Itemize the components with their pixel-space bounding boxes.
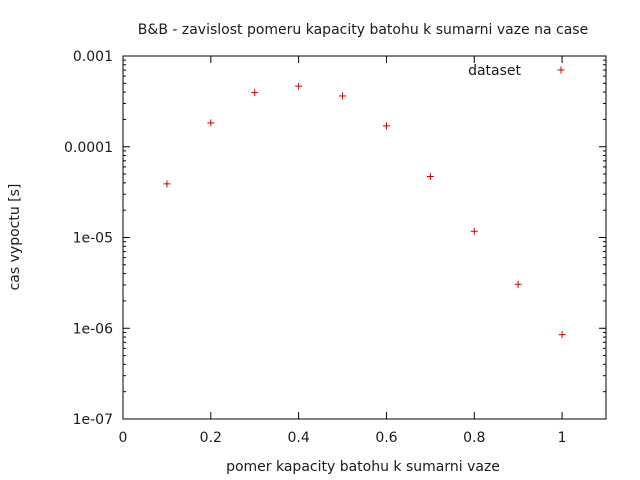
data-point — [470, 227, 478, 235]
x-axis-label: pomer kapacity batohu k sumarni vaze — [226, 459, 500, 475]
data-point — [251, 89, 259, 97]
y-tick-label: 1e-05 — [73, 231, 113, 247]
y-tick-label: 1e-07 — [73, 412, 113, 428]
data-point — [514, 280, 522, 288]
data-points — [163, 82, 566, 339]
legend: dataset — [468, 63, 565, 79]
x-tick-label: 0 — [119, 430, 128, 446]
data-point — [558, 331, 566, 339]
legend-label: dataset — [468, 63, 521, 79]
plot-frame — [122, 55, 607, 420]
data-point — [339, 92, 347, 100]
x-tick-label: 0.4 — [288, 430, 310, 446]
data-point — [426, 173, 434, 181]
x-tick-label: 0.6 — [375, 430, 397, 446]
x-tick-label: 0.2 — [200, 430, 222, 446]
y-axis-label: cas vypoctu [s] — [7, 184, 23, 291]
data-point — [163, 180, 171, 188]
y-tick-label: 0.001 — [73, 49, 113, 65]
data-point — [295, 82, 303, 90]
data-point — [382, 122, 390, 130]
y-tick-label: 0.0001 — [64, 140, 113, 156]
y-ticks: 0.001 0.0001 1e-05 1e-06 1e-07 — [64, 49, 606, 428]
x-tick-label: 1 — [558, 430, 567, 446]
x-tick-label: 0.8 — [463, 430, 485, 446]
chart-title: B&B - zavislost pomeru kapacity batohu k… — [138, 22, 588, 38]
x-ticks: 0 0.2 0.4 0.6 0.8 1 — [119, 56, 567, 446]
data-point — [207, 119, 215, 127]
y-tick-label: 1e-06 — [73, 321, 113, 337]
legend-marker — [557, 66, 565, 74]
